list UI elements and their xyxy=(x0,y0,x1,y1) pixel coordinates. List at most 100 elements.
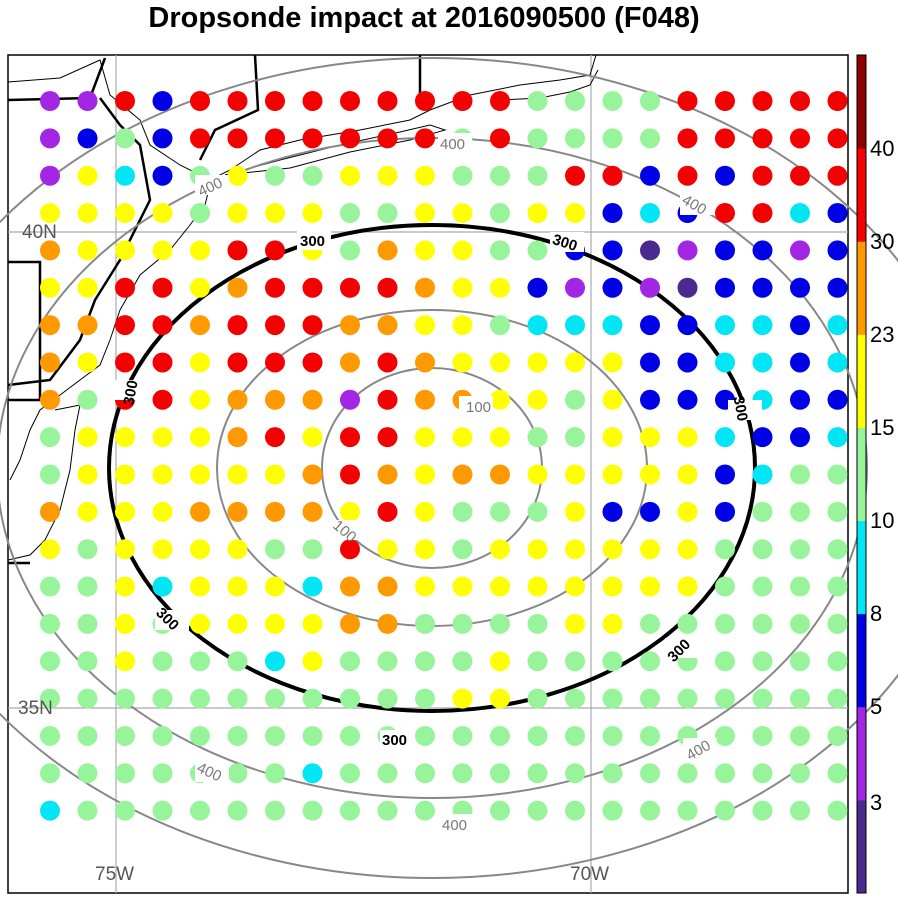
impact-dot xyxy=(415,800,435,821)
impact-dot xyxy=(752,613,773,634)
impact-dot xyxy=(640,165,660,186)
impact-dot xyxy=(715,576,735,597)
impact-dot xyxy=(302,389,323,410)
impact-dot xyxy=(677,389,698,410)
impact-dot xyxy=(640,725,660,746)
impact-dot xyxy=(527,464,548,485)
impact-dot xyxy=(377,576,398,597)
impact-dot xyxy=(190,240,210,261)
impact-dot xyxy=(115,240,135,261)
impact-dot xyxy=(115,427,135,448)
impact-dot xyxy=(640,800,660,821)
impact-dot xyxy=(490,427,510,448)
impact-dot xyxy=(115,464,135,485)
impact-dot xyxy=(565,389,585,410)
impact-dot xyxy=(115,613,135,634)
colorbar-segment xyxy=(857,427,866,522)
impact-dot xyxy=(565,688,585,709)
impact-dot xyxy=(602,277,623,298)
impact-dot xyxy=(190,389,210,410)
impact-dot xyxy=(227,203,248,224)
impact-dot xyxy=(340,427,360,448)
impact-dot xyxy=(415,352,435,373)
impact-dot xyxy=(302,800,323,821)
impact-dot xyxy=(415,427,435,448)
impact-dot xyxy=(527,352,548,373)
impact-dot xyxy=(452,725,473,746)
impact-dot xyxy=(265,539,285,560)
lat-label-40n: 40N xyxy=(22,222,57,243)
impact-dot xyxy=(640,539,660,560)
impact-dot xyxy=(77,240,98,261)
impact-dot xyxy=(265,165,285,186)
impact-dot xyxy=(452,315,473,336)
impact-dot xyxy=(227,277,248,298)
impact-dot xyxy=(640,613,660,634)
page-title: Dropsonde impact at 2016090500 (F048) xyxy=(148,2,700,34)
impact-dot xyxy=(265,763,285,784)
impact-dot xyxy=(340,315,360,336)
colorbar-segment xyxy=(857,241,866,335)
impact-dot xyxy=(452,576,473,597)
impact-dot xyxy=(415,539,435,560)
impact-dot xyxy=(340,800,360,821)
impact-dot xyxy=(565,651,585,672)
ring-label: 400 xyxy=(442,817,467,834)
impact-dot xyxy=(152,128,173,149)
impact-dot xyxy=(640,464,660,485)
impact-dot xyxy=(302,539,323,560)
impact-dot xyxy=(302,165,323,186)
ring-500 xyxy=(0,57,898,879)
impact-dot xyxy=(827,128,848,149)
colorbar-labels: 40 30 23 15 10 8 5 3 xyxy=(870,136,894,815)
impact-dot xyxy=(602,576,623,597)
impact-dot xyxy=(377,501,398,522)
impact-dot xyxy=(790,539,810,560)
impact-dot xyxy=(490,389,510,410)
impact-dot xyxy=(152,725,173,746)
impact-dot xyxy=(827,576,848,597)
impact-dot xyxy=(77,91,98,111)
impact-dot xyxy=(265,427,285,448)
impact-dot xyxy=(152,91,173,111)
impact-dot xyxy=(640,688,660,709)
impact-dot xyxy=(190,315,210,336)
impact-dot xyxy=(827,91,848,111)
impact-dot xyxy=(790,501,810,522)
impact-dot xyxy=(115,128,135,149)
impact-dot xyxy=(340,613,360,634)
impact-dot xyxy=(340,539,360,560)
impact-dot xyxy=(340,501,360,522)
impact-dot xyxy=(640,501,660,522)
impact-dot xyxy=(415,91,435,111)
impact-dot xyxy=(752,240,773,261)
impact-dot xyxy=(190,539,210,560)
impact-dot xyxy=(302,725,323,746)
impact-dot xyxy=(340,576,360,597)
impact-dot xyxy=(115,203,135,224)
impact-dot xyxy=(790,91,810,111)
impact-dot xyxy=(527,501,548,522)
state-line-ny-ct xyxy=(198,54,260,161)
impact-dot xyxy=(565,501,585,522)
impact-dot xyxy=(452,165,473,186)
impact-dot xyxy=(827,539,848,560)
impact-dot xyxy=(452,464,473,485)
impact-dot xyxy=(415,128,435,149)
impact-dot xyxy=(602,613,623,634)
impact-dot xyxy=(827,389,848,410)
impact-dot xyxy=(490,651,510,672)
delmarva xyxy=(7,404,81,561)
impact-dot xyxy=(115,576,135,597)
impact-dot xyxy=(377,651,398,672)
impact-dot xyxy=(190,203,210,224)
impact-dot xyxy=(77,389,98,410)
impact-dot xyxy=(152,427,173,448)
impact-dot xyxy=(152,688,173,709)
impact-dot xyxy=(302,464,323,485)
impact-dot xyxy=(190,128,210,149)
impact-dot xyxy=(415,315,435,336)
ring-label: 400 xyxy=(440,136,465,153)
impact-dot xyxy=(827,277,848,298)
